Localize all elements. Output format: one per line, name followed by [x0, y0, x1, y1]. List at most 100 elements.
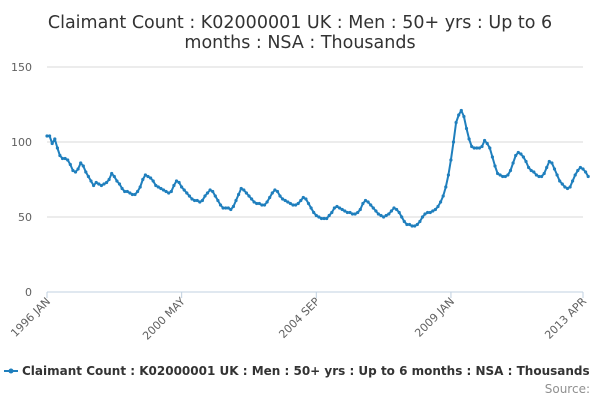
- data-point: [242, 188, 246, 192]
- data-point: [281, 197, 285, 201]
- data-point: [506, 173, 510, 177]
- data-point: [358, 207, 362, 212]
- y-tick-label: 150: [11, 61, 32, 74]
- data-point: [252, 200, 256, 204]
- data-point: [265, 200, 269, 204]
- data-point: [185, 191, 189, 195]
- data-point: [547, 159, 551, 164]
- chart-title-line-2: months : NSA : Thousands: [184, 33, 415, 53]
- data-point: [102, 182, 106, 186]
- data-point: [503, 174, 507, 179]
- data-point: [60, 156, 65, 161]
- data-point: [475, 146, 479, 150]
- data-point: [550, 161, 554, 165]
- data-point: [384, 213, 388, 218]
- data-point: [149, 176, 153, 180]
- data-point: [418, 219, 422, 224]
- data-point: [314, 213, 318, 218]
- data-point: [332, 206, 336, 210]
- data-point: [514, 153, 518, 158]
- y-tick-label: 50: [18, 211, 32, 224]
- gridlines: [47, 66, 583, 293]
- data-point: [472, 146, 476, 150]
- plot-area: [45, 108, 590, 228]
- data-point: [275, 189, 280, 194]
- data-point: [451, 140, 456, 144]
- data-point: [159, 186, 163, 191]
- data-point: [330, 210, 334, 215]
- data-point: [415, 222, 419, 227]
- data-point: [529, 168, 533, 173]
- data-point: [169, 189, 173, 194]
- data-point: [110, 171, 114, 176]
- data-point: [198, 200, 202, 204]
- data-point: [286, 200, 290, 204]
- data-point: [89, 179, 93, 183]
- data-point: [532, 170, 536, 174]
- data-point: [141, 177, 145, 182]
- data-point: [247, 194, 251, 198]
- data-point: [172, 183, 176, 188]
- data-point: [146, 174, 150, 179]
- data-point: [66, 158, 70, 162]
- data-point: [446, 173, 450, 177]
- data-point: [304, 197, 308, 201]
- data-point: [361, 201, 365, 206]
- data-point: [200, 198, 204, 203]
- data-point: [187, 194, 191, 198]
- data-point: [136, 189, 140, 194]
- data-point: [449, 158, 453, 162]
- data-point: [208, 188, 212, 192]
- data-point: [483, 138, 487, 143]
- data-point: [81, 164, 85, 168]
- data-point: [459, 108, 463, 113]
- data-point: [428, 210, 432, 215]
- data-point: [410, 224, 414, 228]
- data-point: [537, 174, 541, 179]
- data-point: [423, 212, 427, 216]
- data-point: [231, 204, 235, 209]
- data-point: [387, 212, 391, 216]
- data-point: [45, 134, 49, 138]
- data-point: [413, 224, 417, 228]
- y-tick-label: 0: [25, 286, 32, 299]
- data-point: [294, 203, 298, 207]
- legend[interactable]: Claimant Count : K02000001 UK : Men : 50…: [4, 364, 590, 378]
- data-point: [112, 174, 116, 179]
- data-point: [278, 194, 282, 198]
- data-point: [164, 189, 168, 194]
- data-point: [348, 210, 352, 215]
- data-point: [195, 198, 199, 203]
- data-point: [464, 126, 469, 131]
- data-point: [319, 216, 324, 221]
- data-point: [73, 170, 78, 174]
- data-point: [312, 210, 316, 215]
- data-point: [216, 198, 220, 203]
- data-point: [92, 183, 96, 188]
- data-point: [560, 182, 564, 186]
- data-point: [534, 173, 539, 177]
- data-point: [542, 171, 546, 176]
- data-point: [68, 162, 72, 167]
- data-point: [395, 207, 399, 212]
- data-point: [229, 207, 233, 212]
- data-point: [488, 146, 492, 150]
- data-point: [107, 177, 111, 182]
- data-point: [350, 212, 355, 216]
- data-point: [586, 174, 590, 179]
- data-point: [239, 186, 243, 191]
- data-point: [237, 192, 241, 197]
- data-point: [470, 144, 474, 149]
- data-point: [366, 200, 370, 204]
- data-point: [389, 209, 393, 213]
- data-point: [477, 146, 481, 150]
- data-point: [356, 210, 360, 215]
- legend-marker-symbol: [8, 368, 14, 374]
- data-point: [382, 215, 386, 219]
- data-point: [400, 215, 404, 219]
- data-point: [407, 222, 412, 227]
- data-point: [177, 180, 181, 185]
- data-point: [552, 167, 557, 171]
- data-point: [325, 216, 329, 221]
- data-point: [182, 188, 186, 192]
